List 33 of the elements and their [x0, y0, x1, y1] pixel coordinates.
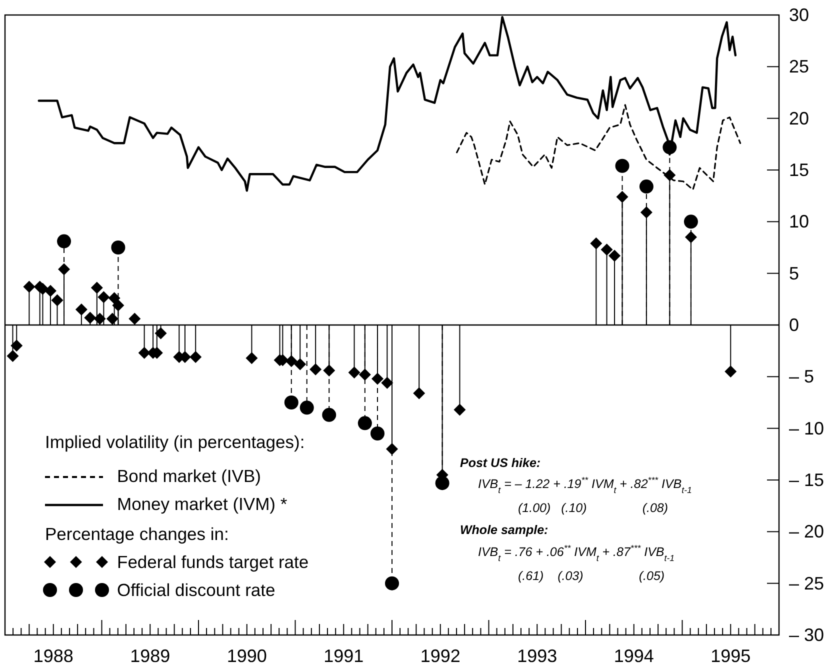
- y-tick-label: 0: [789, 315, 800, 335]
- annotation: (.61) (.03) (.05): [518, 569, 665, 583]
- annotation: Percentage changes in:: [45, 524, 229, 544]
- y-tick-label: – 15: [789, 470, 824, 490]
- annotation: (1.00) (.10) (.08): [518, 501, 668, 515]
- legend-label: Official discount rate: [117, 580, 276, 600]
- legend-label: Money market (IVM) *: [117, 494, 288, 514]
- text: IVB$_{t}$ = .76 + .06$^{**}$ IVM$_{t}$ + .87$^{***}$ IVB$_{t-1}$: [478, 543, 674, 563]
- y-tick-label: 5: [789, 263, 800, 284]
- annotation: Post US hike:: [460, 456, 541, 470]
- y-tick-label: 15: [789, 160, 810, 180]
- y-tick-label: 20: [789, 108, 810, 128]
- y-tick-label: – 30: [789, 625, 824, 645]
- x-tick-label: 1993: [517, 646, 558, 665]
- y-tick-label: 30: [789, 5, 810, 25]
- y-tick-label: 10: [789, 212, 810, 232]
- x-tick-label: 1995: [710, 646, 751, 665]
- legend-label: Bond market (IVB): [117, 466, 261, 486]
- y-tick-label: – 5: [789, 366, 814, 387]
- annotation: Whole sample:: [460, 523, 548, 537]
- x-tick-label: 1989: [130, 646, 170, 665]
- text: IVB$_{t}$ = – 1.22 + .19$^{**}$ IVM$_{t}$ + .82$^{***}$ IVB$_{t-1}$: [478, 475, 692, 495]
- y-tick-label: – 20: [789, 522, 824, 542]
- x-tick-label: 1992: [420, 646, 460, 665]
- y-tick-label: 25: [789, 56, 810, 77]
- x-tick-label: 1990: [226, 646, 267, 665]
- legend-label: Federal funds target rate: [117, 552, 309, 572]
- x-tick-label: 1988: [33, 646, 74, 665]
- x-tick-label: 1994: [614, 646, 654, 665]
- x-tick-label: 1991: [324, 646, 364, 665]
- legend-title: Implied volatility (in percentages):: [45, 432, 305, 452]
- y-tick-label: – 25: [789, 573, 824, 594]
- y-tick-label: – 10: [789, 418, 824, 438]
